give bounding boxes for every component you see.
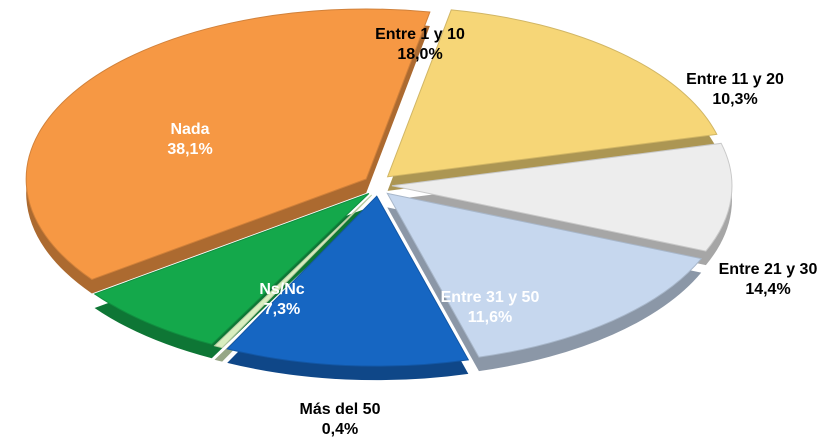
slice-value-label: 10,3% [712, 91, 757, 108]
slice [25, 8, 431, 281]
slice-label: Entre 1 y 10 [375, 26, 465, 43]
slice-label: Entre 21 y 30 [719, 261, 818, 278]
slice [93, 193, 370, 345]
slice-value-label: 0,4% [322, 421, 358, 438]
slice-label: Ns/Nc [259, 281, 304, 298]
slice-value-label: 14,4% [745, 281, 790, 298]
slice [226, 195, 470, 367]
slice [213, 194, 373, 349]
slice [386, 9, 718, 178]
slice-label: Entre 31 y 50 [441, 289, 540, 306]
slice [391, 142, 733, 252]
slice-label: Entre 11 y 20 [686, 71, 784, 88]
slice-value-label: 18,0% [397, 46, 442, 63]
slice [386, 192, 703, 358]
slice-value-label: 38,1% [167, 141, 212, 158]
slice-label: Nada [170, 121, 209, 138]
slice-label: Más del 50 [300, 401, 381, 418]
slice-value-label: 7,3% [264, 301, 300, 318]
slice-value-label: 11,6% [468, 309, 512, 326]
